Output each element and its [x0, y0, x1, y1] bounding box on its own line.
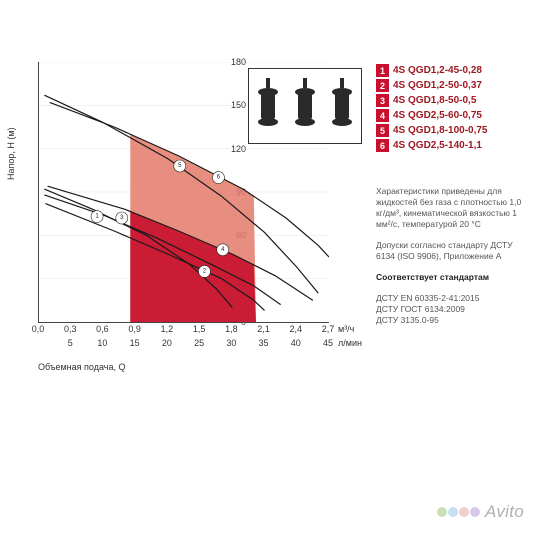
avito-dot — [459, 507, 469, 517]
legend-label: 4S QGD1,8-100-0,75 — [393, 125, 488, 136]
desc-characteristics: Характеристики приведены для жидкостей б… — [376, 186, 532, 230]
legend-badge: 2 — [376, 79, 389, 92]
x-tick-bottom: 15 — [130, 338, 140, 348]
avito-dot — [448, 507, 458, 517]
legend-badge: 5 — [376, 124, 389, 137]
legend-badge: 4 — [376, 109, 389, 122]
legend-row: 2 4S QGD1,2-50-0,37 — [376, 79, 532, 92]
y-axis-label: Напор, H (м) — [6, 127, 16, 180]
desc-std1: ДСТУ EN 60335-2-41:2015 — [376, 293, 532, 304]
desc-standards-heading: Соответствует стандартам — [376, 272, 532, 283]
legend-label: 4S QGD2,5-140-1,1 — [393, 140, 482, 151]
desc-std3: ДСТУ 3135.0-95 — [376, 315, 532, 326]
legend: 1 4S QGD1,2-45-0,28 2 4S QGD1,2-50-0,37 3 4S … — [376, 64, 532, 154]
description-block: Характеристики приведены для жидкостей б… — [376, 186, 532, 326]
legend-row: 1 4S QGD1,2-45-0,28 — [376, 64, 532, 77]
x-tick-top: 2,4 — [290, 324, 303, 334]
x-tick-bottom: 5 — [68, 338, 73, 348]
x-unit-bottom: л/мин — [338, 338, 362, 348]
pump-icon — [329, 76, 355, 136]
x-tick-bottom: 20 — [162, 338, 172, 348]
pump-icon — [255, 76, 281, 136]
x-tick-bottom: 40 — [291, 338, 301, 348]
legend-row: 6 4S QGD2,5-140-1,1 — [376, 139, 532, 152]
x-tick-bottom: 30 — [226, 338, 236, 348]
legend-label: 4S QGD1,2-45-0,28 — [393, 65, 482, 76]
product-photo — [248, 68, 362, 144]
x-tick-bottom: 35 — [259, 338, 269, 348]
x-tick-top: 1,5 — [193, 324, 206, 334]
avito-dot — [470, 507, 480, 517]
x-tick-top: 1,2 — [161, 324, 174, 334]
desc-tolerances: Допуски согласно стандарту ДСТУ 6134 (IS… — [376, 240, 532, 262]
avito-text: Avito — [485, 502, 524, 522]
legend-row: 3 4S QGD1,8-50-0,5 — [376, 94, 532, 107]
x-tick-bottom: 10 — [97, 338, 107, 348]
avito-watermark: Avito — [437, 502, 524, 522]
x-tick-bottom: 25 — [194, 338, 204, 348]
legend-badge: 3 — [376, 94, 389, 107]
x-tick-top: 1,8 — [225, 324, 238, 334]
x-tick-top: 2,7 — [322, 324, 335, 334]
avito-dots — [437, 507, 480, 517]
legend-badge: 1 — [376, 64, 389, 77]
desc-std2: ДСТУ ГОСТ 6134:2009 — [376, 304, 532, 315]
x-tick-top: 0,0 — [32, 324, 45, 334]
legend-row: 4 4S QGD2,5-60-0,75 — [376, 109, 532, 122]
x-tick-top: 0,6 — [96, 324, 109, 334]
legend-badge: 6 — [376, 139, 389, 152]
x-axis-label: Объемная подача, Q — [38, 362, 125, 372]
pump-icon — [292, 76, 318, 136]
avito-dot — [437, 507, 447, 517]
x-tick-top: 2,1 — [257, 324, 270, 334]
legend-label: 4S QGD1,8-50-0,5 — [393, 95, 476, 106]
legend-label: 4S QGD2,5-60-0,75 — [393, 110, 482, 121]
x-unit-top: м³/ч — [338, 324, 354, 334]
legend-label: 4S QGD1,2-50-0,37 — [393, 80, 482, 91]
x-tick-bottom: 45 — [323, 338, 333, 348]
legend-row: 5 4S QGD1,8-100-0,75 — [376, 124, 532, 137]
x-tick-top: 0,9 — [128, 324, 141, 334]
x-tick-top: 0,3 — [64, 324, 77, 334]
